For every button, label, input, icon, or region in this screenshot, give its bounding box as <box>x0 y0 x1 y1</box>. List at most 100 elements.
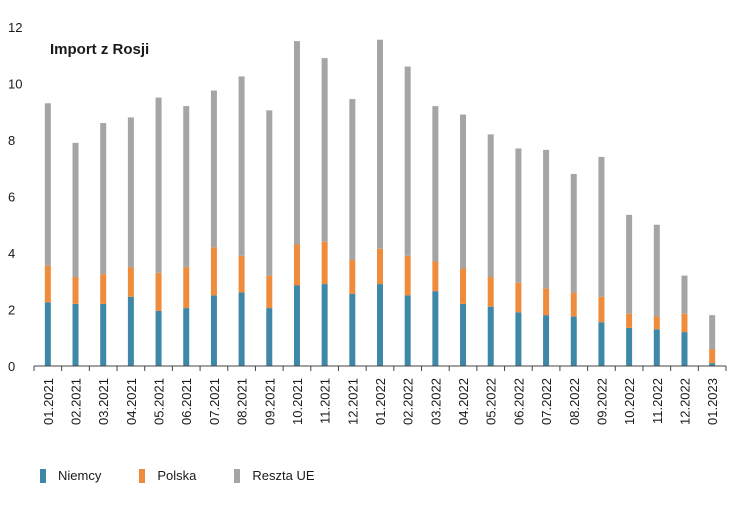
legend-label-polska: Polska <box>157 468 197 483</box>
bar-segment-niemcy <box>238 292 245 366</box>
x-tick-label: 06.2022 <box>511 378 526 425</box>
bar-segment-reszta-ue <box>515 148 522 283</box>
bar-segment-polska <box>293 244 300 286</box>
bar-segment-niemcy <box>543 315 550 366</box>
bar-segment-niemcy <box>293 285 300 366</box>
y-axis-ticks: 0 2 4 6 8 10 12 <box>8 20 22 374</box>
bar-segment-polska <box>100 274 107 304</box>
bar-segment-reszta-ue <box>349 99 356 261</box>
x-tick-label: 12.2021 <box>345 378 360 425</box>
x-tick-label: 05.2021 <box>152 378 167 425</box>
x-axis-ticks: 01.2021 02.2021 03.2021 04.2021 05.2021 06.20… <box>33 366 727 425</box>
bar-segment-niemcy <box>432 291 439 366</box>
bar-segment-polska <box>155 272 162 311</box>
bar-segment-reszta-ue <box>543 149 550 289</box>
y-tick-label: 4 <box>8 246 15 261</box>
bar-segment-polska <box>626 313 633 328</box>
x-tick-label: 10.2022 <box>622 378 637 425</box>
bar-segment-reszta-ue <box>681 275 688 314</box>
x-tick-label: 07.2022 <box>539 378 554 425</box>
bar-segment-reszta-ue <box>155 97 162 273</box>
bar-segment-reszta-ue <box>377 39 383 249</box>
y-tick-label: 2 <box>8 303 15 318</box>
bar-segment-reszta-ue <box>321 58 328 242</box>
bar-segment-polska <box>460 268 467 304</box>
bar-segment-niemcy <box>570 316 577 366</box>
x-tick-label: 08.2022 <box>567 378 582 425</box>
bar-segment-niemcy <box>515 312 522 366</box>
bar-segment-niemcy <box>210 295 217 366</box>
x-tick-label: 03.2021 <box>96 378 111 425</box>
bar-segment-polska <box>266 275 273 309</box>
bar-segment-reszta-ue <box>44 103 51 266</box>
bar-segment-polska <box>515 282 522 313</box>
x-tick-label: 06.2021 <box>179 378 194 425</box>
bar-segment-niemcy <box>681 332 688 366</box>
bar-segment-polska <box>238 255 245 293</box>
bar-segment-polska <box>653 316 660 330</box>
bar-segment-reszta-ue <box>570 173 577 293</box>
bar-segment-niemcy <box>321 284 328 366</box>
bar-segment-niemcy <box>127 296 134 366</box>
bar-segment-reszta-ue <box>626 214 633 314</box>
legend-item-reszta-ue: Reszta UE <box>234 468 315 483</box>
x-tick-label: 04.2021 <box>124 378 139 425</box>
bar-segment-niemcy <box>487 306 494 366</box>
bar-segment-polska <box>598 296 605 323</box>
legend: Niemcy Polska Reszta UE <box>40 468 315 483</box>
bar-segment-reszta-ue <box>100 123 107 275</box>
bar-segment-reszta-ue <box>460 114 467 269</box>
bars-group <box>44 39 716 366</box>
bar-segment-reszta-ue <box>432 106 439 262</box>
bar-segment-polska <box>487 277 494 307</box>
x-tick-label: 05.2022 <box>484 378 499 425</box>
x-tick-label: 01.2023 <box>705 378 720 425</box>
bar-segment-reszta-ue <box>598 156 605 297</box>
bar-segment-reszta-ue <box>653 224 660 317</box>
bar-segment-niemcy <box>100 303 107 366</box>
y-tick-label: 12 <box>8 20 22 35</box>
x-tick-label: 07.2021 <box>207 378 222 425</box>
bar-segment-reszta-ue <box>183 106 190 268</box>
bar-segment-reszta-ue <box>293 41 300 245</box>
legend-swatch-polska <box>139 468 146 483</box>
x-tick-label: 12.2022 <box>677 378 692 425</box>
bar-segment-niemcy <box>626 327 633 366</box>
bar-segment-niemcy <box>460 303 467 366</box>
x-tick-label: 01.2022 <box>373 378 388 425</box>
chart-title: Import z Rosji <box>50 41 149 58</box>
bar-segment-polska <box>570 292 577 317</box>
bar-segment-polska <box>543 288 550 316</box>
bar-segment-reszta-ue <box>266 110 273 276</box>
x-tick-label: 02.2021 <box>69 378 84 425</box>
bar-segment-niemcy <box>349 293 356 366</box>
bar-segment-niemcy <box>72 303 79 366</box>
bar-segment-polska <box>321 241 328 285</box>
bar-segment-niemcy <box>404 295 411 366</box>
legend-label-reszta-ue: Reszta UE <box>252 468 315 483</box>
x-tick-label: 01.2021 <box>41 378 56 425</box>
bar-segment-niemcy <box>183 308 190 366</box>
bar-segment-niemcy <box>709 363 716 366</box>
bar-segment-polska <box>349 260 356 294</box>
bar-segment-polska <box>432 261 439 292</box>
x-tick-label: 03.2022 <box>428 378 443 425</box>
y-tick-label: 0 <box>8 359 15 374</box>
x-tick-label: 04.2022 <box>456 378 471 425</box>
legend-item-niemcy: Niemcy <box>40 468 101 483</box>
x-tick-label: 02.2022 <box>401 378 416 425</box>
bar-segment-reszta-ue <box>487 134 494 278</box>
legend-label-niemcy: Niemcy <box>58 468 102 483</box>
bar-segment-polska <box>210 247 217 296</box>
bar-segment-polska <box>72 277 79 304</box>
bar-segment-niemcy <box>653 329 660 366</box>
y-tick-label: 6 <box>8 190 15 205</box>
bar-segment-niemcy <box>44 302 51 366</box>
y-tick-label: 8 <box>8 133 15 148</box>
bar-segment-polska <box>709 349 716 364</box>
legend-swatch-niemcy <box>40 468 46 483</box>
x-tick-label: 11.2021 <box>318 378 333 424</box>
bar-segment-reszta-ue <box>709 315 716 350</box>
y-tick-label: 10 <box>8 77 22 92</box>
